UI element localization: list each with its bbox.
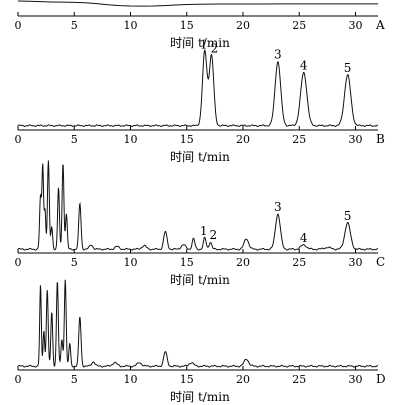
x-tick-label: 5: [71, 133, 78, 146]
x-tick-label: 5: [71, 373, 78, 386]
x-tick-label: 15: [180, 373, 194, 386]
x-axis-title: 时间 t/min: [170, 150, 230, 164]
x-axis-title: 时间 t/min: [170, 273, 230, 287]
x-tick-label: 15: [180, 19, 194, 32]
x-tick-label: 10: [124, 256, 138, 269]
x-tick-label: 30: [349, 19, 363, 32]
x-tick-label: 25: [292, 133, 306, 146]
peak-label: 4: [300, 59, 308, 73]
x-axis-title: 时间 t/min: [170, 36, 230, 50]
panel-A: 0 5 10 15 20 25 30 A 时间 t/min: [15, 0, 385, 50]
panel-C: 0 5 10 15 20 25 30 C 1 2 3 4 5 时间 t/min: [15, 160, 385, 287]
x-tick-label: 30: [349, 133, 363, 146]
x-tick-label: 25: [292, 256, 306, 269]
x-tick-label: 15: [180, 133, 194, 146]
peak-label: 3: [274, 48, 282, 62]
trace-line-D: [17, 279, 379, 368]
panel-D: 0 5 10 15 20 25 30 D 时间 t/min: [15, 279, 386, 404]
trace-line-B: [17, 48, 379, 127]
peak-label: 1: [200, 38, 208, 52]
x-tick-label: 0: [15, 19, 22, 32]
peak-label: 4: [300, 231, 308, 245]
x-tick-label: 10: [124, 373, 138, 386]
x-tick-label: 0: [15, 373, 22, 386]
peak-label: 1: [200, 224, 208, 238]
x-tick-label: 30: [349, 373, 363, 386]
peak-label: 2: [211, 41, 219, 55]
peak-label: 5: [344, 61, 352, 75]
panel-label: C: [376, 255, 385, 269]
peak-label: 2: [210, 228, 218, 242]
panel-B: 0 5 10 15 20 25 30 B 1 2 3 4 5 时间 t/min: [15, 38, 386, 164]
x-tick-label: 0: [15, 133, 22, 146]
x-tick-label: 25: [292, 19, 306, 32]
x-tick-label: 10: [124, 133, 138, 146]
x-tick-label: 5: [71, 19, 78, 32]
x-tick-label: 15: [180, 256, 194, 269]
x-axis-title: 时间 t/min: [170, 390, 230, 404]
x-tick-label: 10: [124, 19, 138, 32]
trace-line-C: [17, 160, 379, 251]
x-tick-label: 30: [349, 256, 363, 269]
peak-label: 3: [274, 200, 282, 214]
panel-label: A: [375, 18, 385, 32]
x-tick-label: 0: [15, 256, 22, 269]
panel-label: D: [376, 372, 386, 386]
x-tick-label: 25: [292, 373, 306, 386]
x-tick-label: 5: [71, 256, 78, 269]
trace-line-A: [17, 0, 378, 7]
panel-label: B: [376, 132, 385, 146]
x-tick-label: 20: [236, 256, 250, 269]
x-tick-label: 20: [236, 133, 250, 146]
peak-label: 5: [344, 209, 352, 223]
x-tick-label: 20: [236, 19, 250, 32]
x-tick-label: 20: [236, 373, 250, 386]
